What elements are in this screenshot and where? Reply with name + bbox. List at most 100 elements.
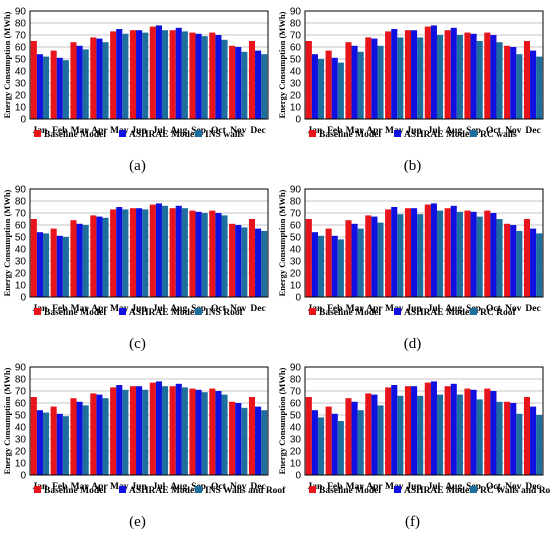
- bar-baseline: [484, 210, 491, 297]
- y-tick-label: 40: [15, 245, 27, 256]
- bar-variant: [261, 54, 268, 120]
- bar-variant: [241, 407, 248, 475]
- x-tick-label: Feb: [52, 304, 67, 314]
- bar-ashrae: [311, 54, 318, 120]
- x-tick-label: Nov: [230, 482, 247, 492]
- x-tick-label: Jul: [428, 482, 441, 492]
- bar-ashrae: [155, 203, 162, 297]
- bar-variant: [436, 35, 444, 119]
- legend-swatch: [470, 486, 477, 493]
- x-tick-label: Oct: [211, 482, 227, 492]
- bar-variant: [496, 401, 503, 475]
- bar-baseline: [229, 45, 236, 119]
- bar-baseline: [169, 208, 176, 297]
- bar-variant: [161, 30, 169, 120]
- bar-baseline: [385, 31, 392, 119]
- legend-label: Baseline Model: [319, 308, 381, 318]
- bar-variant: [122, 209, 129, 297]
- bar-baseline: [464, 32, 471, 119]
- panel-b: Energy Consumption (MWh) 0 10 20 30 40 50 60 70 8…: [275, 0, 550, 178]
- bar-baseline: [149, 26, 156, 120]
- y-tick-label: 70: [290, 31, 302, 42]
- bar-baseline: [385, 387, 392, 475]
- bar-ashrae: [430, 203, 437, 297]
- y-tick-label: 70: [15, 31, 27, 42]
- bar-variant: [221, 215, 228, 297]
- bar-ashrae: [450, 383, 457, 475]
- bar-ashrae: [371, 38, 378, 119]
- x-tick-label: Jun: [406, 482, 422, 492]
- chart-c: Energy Consumption (MWh) 0102030405060708…: [2, 185, 269, 318]
- x-tick-label: Mar: [346, 482, 365, 492]
- bar-ashrae: [195, 389, 202, 475]
- bar-variant: [476, 41, 483, 119]
- bar-variant: [317, 235, 325, 297]
- bar-baseline: [110, 387, 117, 475]
- y-tick-label: 60: [15, 43, 27, 54]
- x-tick-label: Apr: [91, 126, 108, 136]
- bar-ashrae: [36, 410, 43, 475]
- x-tick-label: Dec: [250, 482, 265, 492]
- legend-swatch: [34, 308, 41, 315]
- x-tick-label: Apr: [366, 304, 383, 314]
- y-tick-label: 10: [15, 459, 27, 470]
- bar-variant: [161, 386, 169, 475]
- bar-baseline: [404, 30, 412, 120]
- bar-ashrae: [116, 385, 123, 475]
- y-tick-label: 90: [15, 185, 27, 196]
- y-tick-label: 50: [15, 233, 27, 244]
- y-tick-label: 60: [290, 221, 302, 232]
- bar-variant: [181, 208, 188, 297]
- bar-baseline: [90, 393, 97, 475]
- y-tick-label: 50: [290, 55, 302, 66]
- y-tick-label: 20: [290, 91, 302, 102]
- y-tick-label: 0: [20, 115, 26, 126]
- bar-variant: [142, 209, 149, 297]
- bar-baseline: [424, 204, 431, 297]
- bar-variant: [62, 416, 69, 475]
- bar-baseline: [504, 223, 511, 297]
- x-tick-label: Apr: [366, 482, 383, 492]
- bar-variant: [62, 237, 69, 297]
- bar-variant: [181, 387, 188, 475]
- bar-variant: [201, 213, 208, 297]
- bar-ashrae: [76, 401, 83, 475]
- bar-variant: [261, 231, 268, 297]
- bar-baseline: [464, 210, 471, 297]
- y-tick-label: 90: [15, 7, 27, 18]
- bar-variant: [82, 225, 89, 297]
- bar-variant: [181, 31, 188, 119]
- caption-a: (a): [129, 158, 146, 174]
- y-tick-label: 90: [290, 363, 302, 374]
- bar-baseline: [523, 397, 531, 475]
- y-tick-label: 30: [290, 257, 302, 268]
- bar-baseline: [149, 382, 156, 475]
- bar-baseline: [70, 398, 77, 475]
- legend-swatch: [394, 486, 401, 493]
- bar-ashrae: [470, 211, 477, 297]
- bar-ashrae: [76, 45, 83, 119]
- bar-ashrae: [530, 406, 537, 475]
- legend-swatch: [34, 486, 41, 493]
- y-tick-label: 70: [290, 209, 302, 220]
- caption-b: (b): [403, 158, 422, 174]
- bar-ashrae: [136, 208, 143, 297]
- bar-baseline: [129, 208, 137, 297]
- bar-variant: [317, 417, 325, 475]
- y-tick-label: 60: [290, 399, 302, 410]
- y-tick-label: 80: [290, 19, 302, 30]
- plot-frame: [29, 188, 269, 298]
- y-tick-label: 80: [15, 197, 27, 208]
- x-tick-label: Jun: [131, 482, 147, 492]
- y-tick-label: 30: [290, 79, 302, 90]
- bar-variant: [397, 37, 404, 119]
- bar-variant: [536, 415, 543, 475]
- bar-baseline: [110, 209, 117, 297]
- bar-ashrae: [175, 27, 182, 119]
- bar-baseline: [30, 41, 37, 119]
- y-tick-label: 90: [15, 363, 27, 374]
- bar-baseline: [70, 220, 77, 297]
- bar-ashrae: [235, 47, 242, 119]
- bar-ashrae: [450, 205, 457, 297]
- bar-ashrae: [36, 54, 43, 120]
